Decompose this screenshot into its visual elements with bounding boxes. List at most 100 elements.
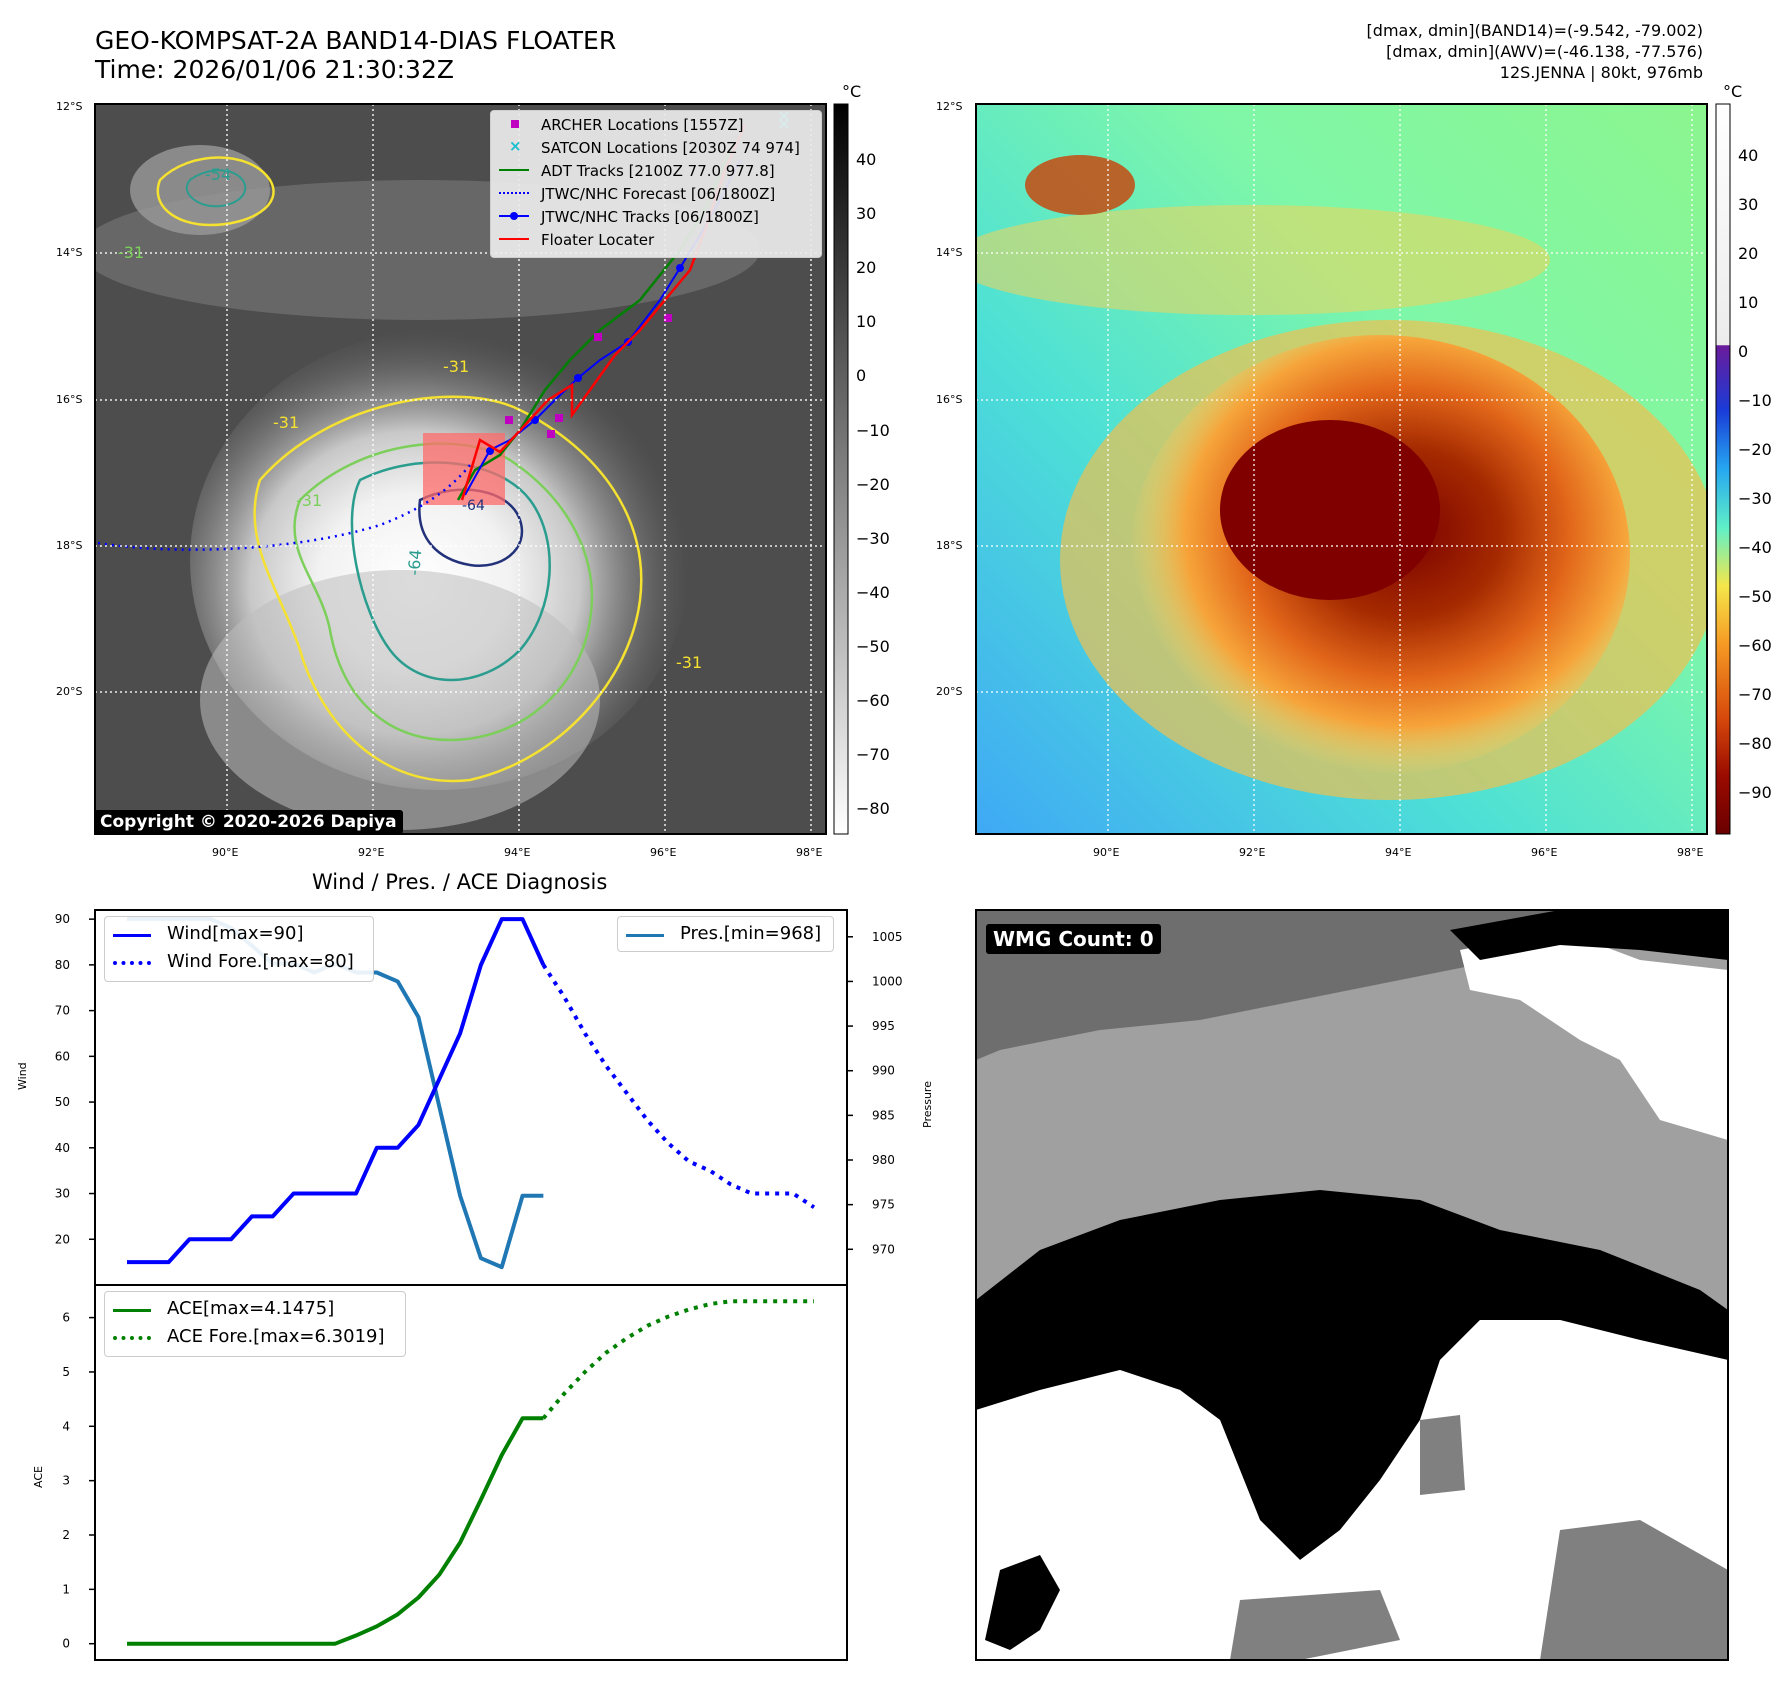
ace-tick-label: 1 <box>62 1582 70 1596</box>
ir-lon-label: 98°E <box>796 846 823 859</box>
info-band14-range: [dmax, dmin](BAND14)=(-9.542, -79.002) <box>1366 21 1703 40</box>
wind-legend-line <box>113 934 151 937</box>
ir-colorbar-tick-label: −40 <box>856 582 890 602</box>
ace-fore-legend-line <box>113 1336 151 1340</box>
wind-tick-label: 60 <box>55 1049 70 1063</box>
ir-lon-label: 90°E <box>212 846 239 859</box>
ir-lat-label: 12°S <box>56 100 83 113</box>
legend-floater-line <box>499 238 529 240</box>
legend-adt-label: ADT Tracks [2100Z 77.0 977.8] <box>541 162 775 180</box>
ace-tick-label: 3 <box>62 1474 70 1488</box>
wmg-white-region-ne <box>1460 930 1728 1140</box>
enh-colorbar-tick-label: 0 <box>1738 342 1749 361</box>
enh-colorbar-tick-label: 30 <box>1738 195 1759 214</box>
enhanced-cloud-band <box>976 205 1550 315</box>
ir-colorbar-tick-label: −30 <box>856 528 890 548</box>
enh-lon-label: 98°E <box>1677 846 1704 859</box>
legend-satcon-label: SATCON Locations [2030Z 74 974] <box>541 139 800 157</box>
wmg-gray-region-south <box>1230 1590 1400 1660</box>
ir-colorbar-tick-label: −50 <box>856 636 890 656</box>
ir-lat-label: 18°S <box>56 539 83 552</box>
ir-lon-label: 94°E <box>504 846 531 859</box>
pres-legend-label: Pres.[min=968] <box>680 923 822 944</box>
wind-tick-label: 90 <box>55 912 70 926</box>
wmg-gray-region-center <box>1420 1415 1465 1495</box>
pres-tick-label: 980 <box>872 1153 895 1167</box>
ir-lat-label: 20°S <box>56 685 83 698</box>
enh-lat-label: 12°S <box>936 100 963 113</box>
enh-lon-label: 96°E <box>1531 846 1558 859</box>
ir-colorbar-tick-label: −60 <box>856 691 890 710</box>
pres-tick-label: 990 <box>872 1064 895 1078</box>
enh-colorbar-tick-label: −90 <box>1738 783 1772 802</box>
wind-fore-legend-line <box>113 961 151 965</box>
wind-legend: Wind[max=90] Wind Fore.[max=80] <box>104 916 374 982</box>
ir-colorbar-tick-label: −70 <box>856 745 890 765</box>
wind-tick-label: 80 <box>55 958 70 972</box>
enh-colorbar-tick-label: −30 <box>1738 489 1772 508</box>
ir-colorbar-tick-label: 40 <box>856 150 877 169</box>
ace-series-line <box>127 1416 544 1646</box>
enhanced-grid-lines <box>976 104 1707 834</box>
wind-forecast-series-line <box>541 963 816 1209</box>
wind-legend-label: Wind[max=90] <box>167 923 304 944</box>
ir-colorbar-tick-label: 30 <box>856 204 877 224</box>
contour-yellow <box>253 395 643 783</box>
ir-lon-label: 96°E <box>650 846 677 859</box>
wmg-black-region-ne <box>1450 910 1728 960</box>
enh-lon-label: 94°E <box>1385 846 1412 859</box>
enh-colorbar-tick-label: −40 <box>1738 538 1772 557</box>
wmg-dark-gray-region <box>976 910 1728 1060</box>
image-title-line2: Time: 2026/01/06 21:30:32Z <box>95 55 454 84</box>
pres-tick-label: 985 <box>872 1108 895 1122</box>
ace-tick-label: 4 <box>62 1419 70 1433</box>
enh-colorbar-tick-label: −20 <box>1738 440 1772 459</box>
jtwc-forecast-track <box>97 464 471 551</box>
legend-floater-label: Floater Locater <box>541 231 655 249</box>
ir-lat-label: 16°S <box>56 393 83 406</box>
ir-colorbar <box>833 103 849 835</box>
wind-series-line <box>127 917 546 1265</box>
ace-legend: ACE[max=4.1475] ACE Fore.[max=6.3019] <box>104 1291 406 1357</box>
ace-legend-line <box>113 1309 151 1312</box>
enhanced-storm-core <box>1220 420 1440 600</box>
wmg-black-region-band <box>976 1190 1728 1560</box>
pres-tick-label: 1000 <box>872 974 903 988</box>
enh-colorbar-tick-label: 20 <box>1738 244 1759 263</box>
ir-lat-label: 14°S <box>56 246 83 259</box>
wind-tick-label: 30 <box>55 1187 70 1201</box>
wmg-black-region-sw <box>985 1555 1060 1650</box>
legend-tracks-label: JTWC/NHC Tracks [06/1800Z] <box>541 208 759 226</box>
enh-lon-label: 92°E <box>1239 846 1266 859</box>
legend-archer-marker <box>511 120 519 128</box>
enh-colorbar-tick-label: −80 <box>1738 734 1772 753</box>
enh-colorbar-tick-label: 40 <box>1738 146 1759 165</box>
ace-fore-legend-label: ACE Fore.[max=6.3019] <box>167 1326 385 1347</box>
ir-colorbar-tick-label: −80 <box>856 799 890 819</box>
pres-tick-label: 1005 <box>872 930 903 944</box>
enh-colorbar-tick-label: 10 <box>1738 293 1759 312</box>
ir-colorbar-tick-label: −10 <box>856 420 890 440</box>
enh-lat-label: 20°S <box>936 685 963 698</box>
enh-lat-label: 18°S <box>936 539 963 552</box>
pres-tick-label: 970 <box>872 1242 895 1256</box>
wind-fore-legend-label: Wind Fore.[max=80] <box>167 951 354 972</box>
legend-archer-label: ARCHER Locations [1557Z] <box>541 116 744 134</box>
wmg-count-badge: WMG Count: 0 <box>986 924 1161 954</box>
enhanced-colorbar <box>1715 103 1731 835</box>
cloud-patch-nw <box>130 145 270 235</box>
enh-lat-label: 14°S <box>936 246 963 259</box>
enh-colorbar-tick-label: −60 <box>1738 636 1772 655</box>
ir-colorbar-tick-label: 20 <box>856 258 877 278</box>
ir-colorbar-tick-label: 0 <box>856 366 867 386</box>
pres-tick-label: 975 <box>872 1198 895 1212</box>
legend-tracks-dot <box>510 212 518 220</box>
enh-colorbar-unit: °C <box>1723 82 1743 101</box>
enh-colorbar-tick-label: −50 <box>1738 587 1772 606</box>
legend-satcon-marker: × <box>509 137 522 155</box>
legend-forecast-line <box>499 192 529 194</box>
ace-tick-label: 6 <box>62 1311 70 1325</box>
pressure-legend: Pres.[min=968] <box>617 916 834 952</box>
pres-tick-label: 995 <box>872 1019 895 1033</box>
